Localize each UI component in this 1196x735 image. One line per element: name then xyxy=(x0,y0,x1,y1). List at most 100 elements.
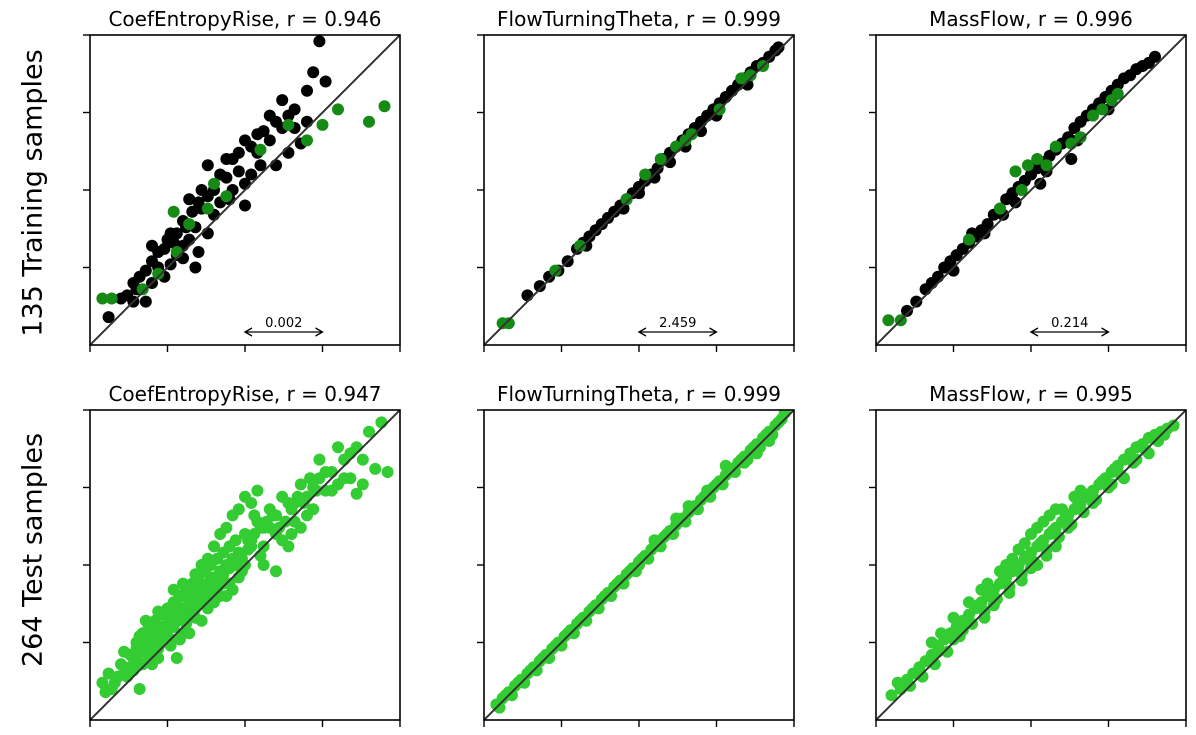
data-point xyxy=(586,602,599,615)
data-point xyxy=(1015,574,1028,587)
data-point xyxy=(239,199,251,212)
data-point xyxy=(195,184,208,196)
scale-bar-label: 0.214 xyxy=(1051,316,1088,331)
data-point xyxy=(963,596,975,609)
data-point xyxy=(654,153,667,165)
data-point xyxy=(189,568,202,581)
data-point xyxy=(96,292,109,305)
data-point xyxy=(744,69,757,82)
point-group xyxy=(496,41,785,330)
data-point xyxy=(152,605,165,618)
data-point xyxy=(648,534,661,547)
data-point xyxy=(96,676,109,689)
panel-title: FlowTurningTheta, r = 0.999 xyxy=(497,7,781,31)
data-point xyxy=(304,472,317,485)
data-point xyxy=(270,565,282,578)
data-point xyxy=(651,162,664,175)
data-point xyxy=(254,143,267,156)
data-point xyxy=(332,103,344,116)
scale-bar-left-arrow xyxy=(1029,327,1039,337)
data-point xyxy=(1059,512,1072,525)
data-point xyxy=(319,466,332,478)
data-point xyxy=(229,534,242,547)
data-point xyxy=(257,559,270,571)
data-point xyxy=(1142,447,1155,460)
data-point xyxy=(660,528,673,540)
data-point xyxy=(245,168,258,181)
data-point xyxy=(183,627,196,640)
data-point xyxy=(192,246,205,258)
data-point xyxy=(772,41,785,54)
data-point xyxy=(499,689,512,702)
data-point xyxy=(102,311,115,324)
data-point xyxy=(533,280,546,293)
data-point xyxy=(633,187,645,200)
data-point xyxy=(282,118,295,131)
data-point xyxy=(1049,540,1062,553)
data-point xyxy=(183,218,196,231)
data-point xyxy=(356,453,369,466)
data-point xyxy=(978,227,991,240)
row-label-training: 135 Training samples xyxy=(18,49,49,336)
data-point xyxy=(301,509,313,522)
data-point xyxy=(1046,524,1059,537)
panel-title: FlowTurningTheta, r = 0.999 xyxy=(497,382,781,406)
identity-line xyxy=(484,35,794,345)
data-point xyxy=(136,283,149,296)
data-point xyxy=(738,456,751,469)
data-point xyxy=(701,484,714,497)
data-point xyxy=(1065,153,1078,165)
data-point xyxy=(248,509,261,522)
data-point xyxy=(186,205,199,218)
data-point xyxy=(1096,103,1109,116)
data-point xyxy=(1083,487,1096,500)
data-point xyxy=(167,205,180,218)
data-point xyxy=(192,583,205,596)
data-point xyxy=(735,72,748,85)
data-point xyxy=(1040,159,1053,172)
data-point xyxy=(189,261,202,274)
data-point xyxy=(772,416,785,429)
data-point xyxy=(512,676,525,689)
data-point xyxy=(208,177,220,190)
data-point xyxy=(916,670,929,683)
data-point xyxy=(891,676,904,689)
point-group xyxy=(490,410,791,714)
data-point xyxy=(263,134,276,147)
scatter-panel-6: MassFlow, r = 0.995 xyxy=(869,382,1187,727)
data-point xyxy=(763,435,776,447)
data-point xyxy=(301,134,313,147)
data-point xyxy=(947,264,960,277)
data-point xyxy=(941,645,954,658)
data-point xyxy=(173,633,186,646)
data-point xyxy=(901,304,913,317)
data-point xyxy=(220,590,233,602)
data-point xyxy=(363,115,375,128)
data-point xyxy=(502,317,515,330)
data-point xyxy=(313,453,326,466)
data-point xyxy=(183,193,196,206)
data-point xyxy=(617,202,630,215)
data-point xyxy=(282,146,295,159)
data-point xyxy=(115,292,127,305)
data-point xyxy=(201,552,214,565)
scale-bar-right-arrow xyxy=(315,327,324,337)
data-point xyxy=(682,500,695,513)
data-point xyxy=(139,264,152,277)
data-point xyxy=(152,267,165,280)
data-point xyxy=(1034,537,1047,550)
data-point xyxy=(254,159,267,172)
data-point xyxy=(956,624,969,637)
data-point xyxy=(1167,419,1180,432)
data-point xyxy=(217,577,230,590)
data-point xyxy=(521,289,534,302)
scale-bar-left-arrow xyxy=(637,327,647,337)
data-point xyxy=(574,614,587,627)
data-point xyxy=(167,236,180,249)
scale-bar-right-arrow xyxy=(709,327,718,337)
data-point xyxy=(574,239,587,252)
data-point xyxy=(719,459,732,472)
data-point xyxy=(356,478,369,491)
data-point xyxy=(251,484,264,497)
